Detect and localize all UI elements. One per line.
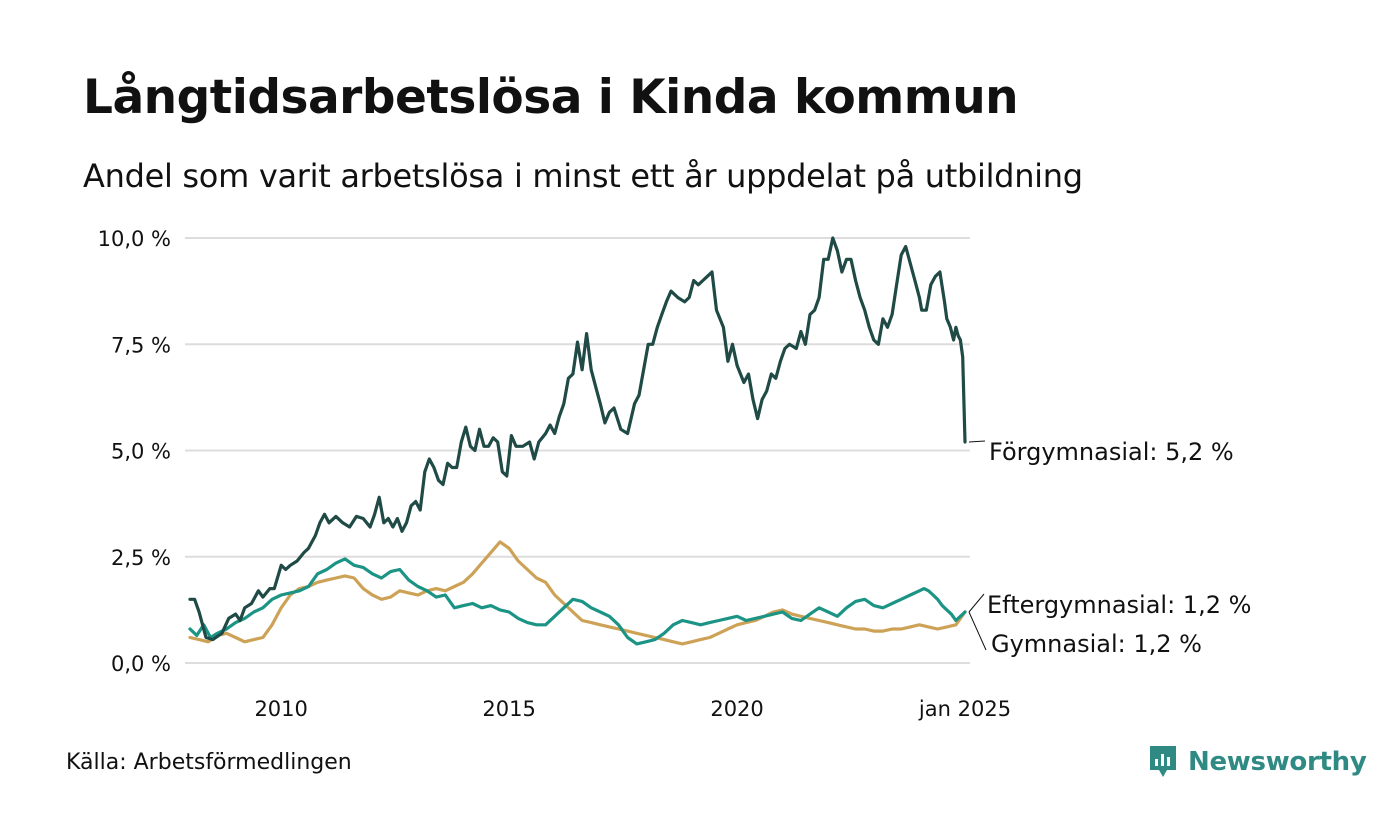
y-tick-label-3: 7,5 %: [111, 333, 171, 357]
x-tick-label-1: 2015: [482, 697, 535, 721]
newsworthy-logo-icon: [1150, 746, 1176, 777]
y-tick-label-4: 10,0 %: [98, 227, 171, 251]
series-line-förgymnasial: [188, 236, 967, 642]
chart-title: Långtidsarbetslösa i Kinda kommun: [83, 70, 1019, 125]
series-line-gymnasial: [188, 540, 967, 646]
leader-line-eftergymnasial: [968, 593, 985, 613]
end-label-förgymnasial: Förgymnasial: 5,2 %: [989, 438, 1234, 466]
end-label-eftergymnasial: Eftergymnasial: 1,2 %: [987, 591, 1251, 619]
x-tick-label-3: jan 2025: [918, 697, 1011, 721]
end-label-gymnasial: Gymnasial: 1,2 %: [991, 630, 1202, 658]
chart-subtitle: Andel som varit arbetslösa i minst ett å…: [83, 157, 1083, 195]
series-line-eftergymnasial: [188, 557, 967, 646]
y-tick-label-2: 5,0 %: [111, 440, 171, 464]
y-tick-label-1: 2,5 %: [111, 546, 171, 570]
x-tick-label-2: 2020: [710, 697, 763, 721]
y-tick-label-0: 0,0 %: [111, 652, 171, 676]
newsworthy-logo-text: Newsworthy: [1188, 747, 1367, 777]
x-tick-label-0: 2010: [254, 697, 307, 721]
source-note: Källa: Arbetsförmedlingen: [66, 750, 352, 775]
leader-line-förgymnasial: [968, 440, 986, 443]
newsworthy-logo: Newsworthy: [1148, 744, 1367, 780]
leader-line-gymnasial: [968, 611, 987, 651]
